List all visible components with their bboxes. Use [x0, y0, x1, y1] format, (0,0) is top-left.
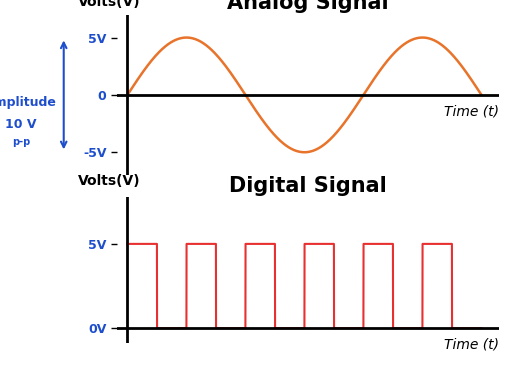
Text: Volts(V): Volts(V) — [79, 0, 141, 9]
Text: Volts(V): Volts(V) — [79, 174, 141, 188]
Text: 10 V: 10 V — [5, 118, 37, 131]
Text: Amplitude: Amplitude — [0, 96, 57, 109]
Text: p-p: p-p — [12, 137, 30, 147]
Title: Digital Signal: Digital Signal — [229, 176, 387, 196]
Title: Analog Signal: Analog Signal — [227, 0, 389, 13]
Text: Time (t): Time (t) — [444, 338, 499, 351]
Text: Time (t): Time (t) — [444, 104, 499, 118]
